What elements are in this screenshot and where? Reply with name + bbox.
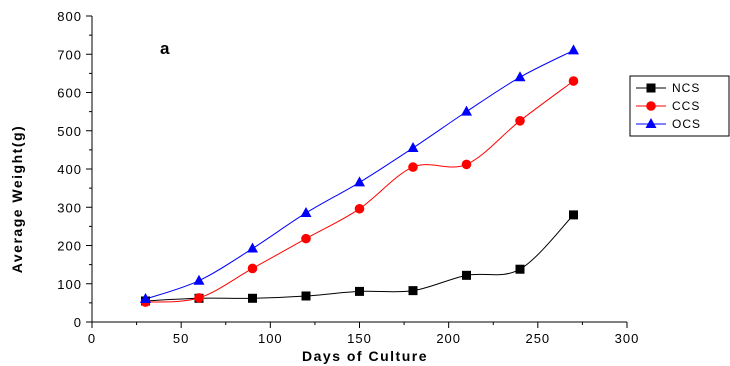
x-tick-label: 250 [525,331,550,346]
ccs-legend-marker [646,101,656,111]
ncs-data-point [515,264,525,274]
y-tick-label: 600 [57,86,82,101]
series-lines [145,49,574,303]
x-tick-label: 300 [615,331,640,346]
ocs-data-point [247,242,258,253]
y-tick-label: 100 [57,277,82,292]
x-tick-label: 0 [88,331,96,346]
y-tick-label: 0 [74,315,82,330]
ccs-data-point [568,76,579,86]
ncs-data-point [408,286,418,296]
y-tick-label: 800 [57,9,82,24]
panel-label: a [160,39,170,58]
ccs-legend-label: CCS [672,99,700,113]
ncs-data-point [355,286,364,296]
ocs-data-point [514,71,526,82]
ccs-data-point [408,162,418,172]
ncs-data-point [248,293,257,303]
ncs-data-point [301,291,311,301]
ocs-data-point [140,293,151,304]
x-tick-label: 50 [173,331,189,346]
ocs-series-line [145,49,574,300]
ccs-data-point [247,263,258,274]
ncs-data-point [462,270,471,280]
y-tick-label: 400 [57,162,82,177]
ccs-data-point [301,233,311,244]
ocs-legend-marker [645,118,657,128]
ccs-data-point [354,203,365,214]
y-tick-label: 500 [57,124,82,139]
x-tick-label: 150 [347,331,372,346]
x-axis-ticks: 0 50 100 150 200 250 300 [88,322,640,346]
ccs-data-point [461,159,472,170]
x-axis-title: Days of Culture [302,348,428,364]
ncs-legend-marker [646,83,656,93]
ocs-data-point [461,105,472,116]
ocs-legend-label: OCS [672,117,701,131]
x-tick-label: 200 [436,331,461,346]
ccs-series-line [145,80,574,303]
series-markers [140,44,579,307]
y-axis-ticks: 0 100 200 300 400 500 600 700 800 [57,9,92,330]
axes [91,16,627,323]
ccs-data-point [515,116,525,126]
ccs-data-point [194,293,204,303]
legend: NCS CCS OCS [629,75,730,137]
y-tick-label: 300 [57,200,82,215]
y-tick-label: 700 [57,47,82,62]
ncs-legend-label: NCS [672,81,700,95]
ncs-data-point [569,210,578,220]
ocs-data-point [407,141,419,152]
x-tick-label: 100 [258,331,283,346]
ocs-data-point [568,44,579,55]
y-tick-label: 200 [57,239,82,254]
ocs-data-point [354,176,365,187]
y-axis-title: Average Weight(g) [9,125,25,273]
ocs-data-point [300,206,312,217]
ocs-data-point [193,274,205,285]
